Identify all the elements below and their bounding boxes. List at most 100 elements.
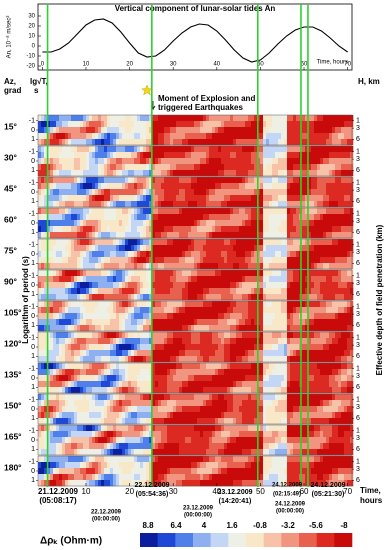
heatmap-cell [275, 363, 278, 369]
heatmap-cell [65, 356, 68, 362]
heatmap-cell [281, 226, 284, 232]
heatmap-cell [293, 133, 296, 139]
heatmap-cell [239, 133, 242, 139]
heatmap-cell [269, 381, 272, 387]
heatmap-cell [173, 127, 176, 133]
heatmap-cell [86, 239, 89, 245]
heatmap-cell [320, 381, 323, 387]
heatmap-cell [155, 208, 158, 214]
heatmap-cell [335, 356, 338, 362]
heatmap-cell [245, 115, 248, 121]
heatmap-cell [350, 146, 353, 152]
heatmap-cell [71, 239, 74, 245]
heatmap-cell [107, 245, 110, 251]
heatmap-cell [170, 164, 173, 170]
heatmap-cell [335, 170, 338, 176]
heatmap-cell [89, 158, 92, 164]
heatmap-cell [68, 325, 71, 331]
heatmap-cell [263, 263, 266, 269]
heatmap-cell [272, 338, 275, 344]
heatmap-cell [83, 288, 86, 294]
heatmap-cell [197, 319, 200, 325]
heatmap-cell [350, 121, 353, 127]
heatmap-cell [158, 158, 161, 164]
heatmap-cell [185, 133, 188, 139]
heatmap-cell [164, 220, 167, 226]
heatmap-cell [116, 381, 119, 387]
heatmap-cell [203, 164, 206, 170]
heatmap-cell [113, 406, 116, 412]
heatmap-cell [41, 257, 44, 263]
heatmap-cell [212, 139, 215, 145]
heatmap-cell [320, 257, 323, 263]
heatmap-cell [146, 214, 149, 220]
heatmap-cell [53, 381, 56, 387]
heatmap-cell [263, 332, 266, 338]
heatmap-cell [95, 406, 98, 412]
heatmap-cell [59, 350, 62, 356]
heatmap-cell [80, 158, 83, 164]
heatmap-cell [206, 381, 209, 387]
heatmap-cell [266, 195, 269, 201]
heatmap-cell [329, 381, 332, 387]
heatmap-cell [83, 195, 86, 201]
heatmap-cell [137, 195, 140, 201]
heatmap-cell [62, 276, 65, 282]
heatmap-cell [287, 115, 290, 121]
heatmap-cell [71, 338, 74, 344]
heatmap-cell [266, 270, 269, 276]
heatmap-cell [206, 245, 209, 251]
heatmap-cell [242, 226, 245, 232]
heatmap-cell [284, 350, 287, 356]
heatmap-cell [158, 239, 161, 245]
heatmap-cell [161, 301, 164, 307]
heatmap-cell [194, 263, 197, 269]
heatmap-cell [197, 115, 200, 121]
heatmap-cell [335, 133, 338, 139]
heatmap-cell [107, 338, 110, 344]
heatmap-cell [62, 127, 65, 133]
heatmap-cell [203, 344, 206, 350]
heatmap-cell [200, 239, 203, 245]
heatmap-cell [197, 325, 200, 331]
heatmap-cell [101, 301, 104, 307]
heatmap-cell [233, 363, 236, 369]
heatmap-cell [125, 338, 128, 344]
heatmap-cell [188, 121, 191, 127]
heatmap-cell [92, 189, 95, 195]
heatmap-cell [98, 257, 101, 263]
heatmap-cell [263, 152, 266, 158]
heatmap-cell [224, 350, 227, 356]
heatmap-cell [245, 251, 248, 257]
heatmap-cell [194, 369, 197, 375]
heatmap-cell [167, 226, 170, 232]
heatmap-cell [92, 177, 95, 183]
heatmap-cell [239, 332, 242, 338]
heatmap-cell [278, 387, 281, 393]
heatmap-cell [137, 183, 140, 189]
heatmap-cell [266, 350, 269, 356]
heatmap-cell [116, 369, 119, 375]
heatmap-cell [41, 208, 44, 214]
heatmap-cell [140, 139, 143, 145]
heatmap-cell [218, 276, 221, 282]
heatmap-cell [107, 214, 110, 220]
heatmap-cell [179, 220, 182, 226]
heatmap-cell [155, 195, 158, 201]
heatmap-cell [41, 146, 44, 152]
heatmap-cell [269, 115, 272, 121]
heatmap-cell [317, 189, 320, 195]
heatmap-cell [98, 170, 101, 176]
heatmap-cell [179, 400, 182, 406]
heatmap-cell [317, 363, 320, 369]
heatmap-cell [74, 270, 77, 276]
heatmap-cell [188, 276, 191, 282]
heatmap-cell [74, 127, 77, 133]
heatmap-cell [269, 158, 272, 164]
heatmap-cell [341, 350, 344, 356]
heatmap-cell [218, 226, 221, 232]
heatmap-cell [215, 239, 218, 245]
heatmap-cell [113, 195, 116, 201]
heatmap-cell [56, 332, 59, 338]
heatmap-cell [113, 121, 116, 127]
